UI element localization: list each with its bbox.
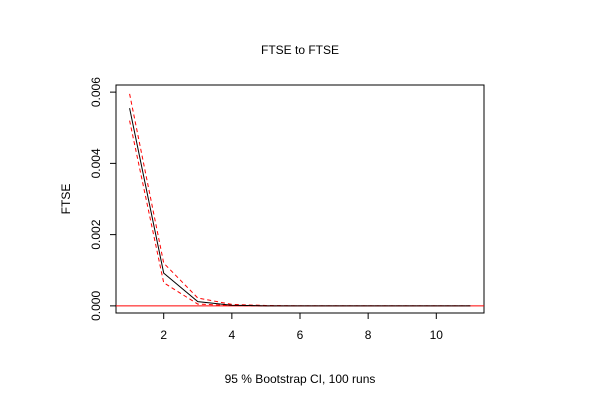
series-line-lower (129, 120, 471, 307)
x-axis-label: 95 % Bootstrap CI, 100 runs (225, 372, 376, 386)
x-tick-label: 2 (160, 328, 167, 342)
chart-title: FTSE to FTSE (261, 43, 339, 57)
x-tick-label: 10 (430, 328, 444, 342)
plot-area (116, 93, 484, 307)
y-axis: 0.000 0.002 0.004 0.006 (89, 77, 116, 321)
y-axis-label: FTSE (59, 184, 73, 215)
x-tick-label: 8 (365, 328, 372, 342)
y-tick-label: 0.002 (89, 219, 103, 249)
y-tick-label: 0.000 (89, 291, 103, 321)
y-tick-label: 0.006 (89, 77, 103, 107)
series-line-estimate (129, 108, 471, 307)
series-line-upper (129, 93, 471, 307)
x-tick-label: 4 (229, 328, 236, 342)
y-tick-label: 0.004 (89, 148, 103, 178)
x-axis: 2 4 6 8 10 (160, 313, 443, 342)
x-tick-label: 6 (297, 328, 304, 342)
